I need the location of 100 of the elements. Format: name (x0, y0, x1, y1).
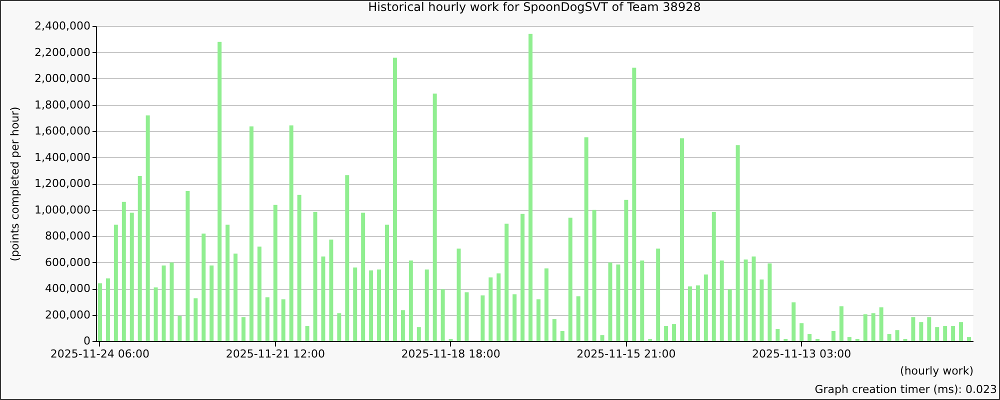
bar (528, 34, 533, 341)
y-tick-label: 1,800,000 (34, 98, 90, 112)
bar (202, 234, 206, 341)
bar (257, 246, 262, 341)
bar (98, 283, 102, 341)
bar (321, 256, 326, 341)
bar (488, 277, 493, 341)
bar (138, 176, 142, 341)
bar (951, 326, 956, 341)
bar (432, 94, 437, 341)
bar (927, 317, 932, 341)
bar (704, 274, 708, 341)
text: Graph creation timer (ms): 0.023 (814, 383, 997, 396)
bar (416, 327, 421, 341)
y-tick-label: 2,400,000 (34, 20, 90, 32)
bar (297, 194, 302, 341)
bar (440, 289, 445, 341)
bar (887, 334, 892, 341)
bar (640, 260, 644, 341)
bar (154, 287, 158, 341)
bar (520, 214, 525, 341)
x-tick-label: 2025-11-21 12:00 (226, 348, 325, 360)
bar (512, 294, 517, 341)
bar (130, 212, 134, 341)
bar (226, 224, 230, 341)
bar (170, 262, 174, 341)
x-tick-label: 2025-11-13 03:00 (752, 348, 852, 360)
bar (400, 310, 405, 341)
bar (768, 263, 772, 341)
bar (712, 212, 716, 341)
y-tick-label: 1,000,000 (34, 203, 90, 216)
bar (847, 337, 852, 341)
bar (392, 58, 397, 341)
bar (249, 126, 254, 341)
bar (584, 137, 588, 341)
bar (456, 248, 461, 341)
bar (114, 224, 118, 341)
bar (871, 313, 876, 341)
bar (106, 278, 110, 341)
bar (935, 327, 940, 341)
bar (385, 224, 389, 341)
x-tick-label: 2025-11-18 18:00 (401, 348, 500, 360)
bar (600, 335, 604, 341)
bar (919, 322, 924, 341)
bar (967, 337, 972, 341)
bar (544, 268, 548, 341)
bar (808, 334, 812, 341)
bar (863, 314, 868, 341)
bar (680, 138, 684, 341)
bar (911, 317, 916, 341)
bar (688, 286, 692, 341)
bar (265, 297, 270, 341)
bar (234, 254, 238, 341)
y-tick-label: 600,000 (45, 256, 90, 269)
bar (353, 268, 358, 341)
bar (178, 316, 182, 341)
bar (624, 200, 628, 341)
bar (289, 125, 294, 341)
y-tick-label: 800,000 (45, 230, 90, 242)
bar (696, 285, 700, 341)
bar (672, 324, 676, 341)
y-axis-title: (points completed per hour) (8, 106, 22, 262)
y-tick-label: 2,200,000 (34, 46, 90, 59)
y-tick-label: 200,000 (45, 308, 90, 322)
bar (146, 115, 150, 341)
bar (345, 175, 350, 341)
bar (664, 326, 668, 341)
x-tick-label: 2025-11-15 21:00 (576, 348, 676, 360)
y-tick-label: 400,000 (45, 282, 90, 295)
bar (943, 326, 948, 341)
bar (831, 331, 836, 341)
x-tick-label: 2025-11-24 06:00 (50, 348, 150, 360)
bar (329, 240, 334, 341)
bar (656, 248, 660, 341)
bar (218, 42, 222, 341)
bar (122, 202, 126, 341)
bar (560, 331, 564, 341)
bar (736, 145, 740, 341)
y-tick-label: 1,600,000 (34, 124, 90, 138)
bar (305, 326, 310, 341)
bar (242, 317, 246, 341)
bar (194, 298, 198, 341)
bar (337, 313, 342, 341)
bar (504, 224, 509, 341)
chart-title: Historical hourly work for SpoonDogSVT of Team 38928 (368, 0, 701, 14)
bar (879, 307, 884, 341)
bar (608, 262, 612, 341)
y-tick-label: 1,400,000 (34, 150, 90, 164)
bar (536, 299, 540, 341)
bar (959, 322, 964, 341)
bar (464, 292, 469, 341)
bar (800, 323, 804, 341)
y-tick-label: 1,200,000 (34, 177, 90, 190)
bar (792, 302, 796, 341)
bar (552, 319, 556, 341)
bar (186, 190, 190, 341)
bar (616, 264, 620, 341)
bar (210, 266, 214, 341)
bar (728, 289, 732, 341)
bar (839, 306, 844, 341)
